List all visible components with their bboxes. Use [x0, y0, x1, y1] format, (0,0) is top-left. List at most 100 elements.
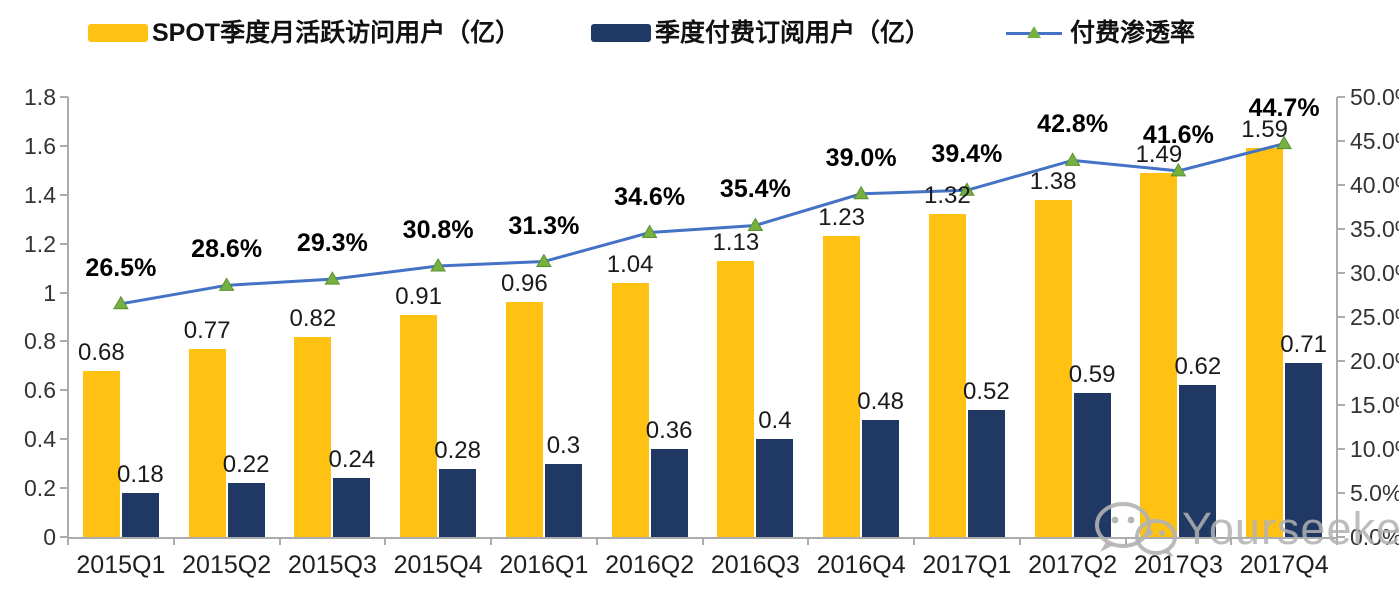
right-axis-tick-label: 0.0% [1350, 524, 1399, 550]
right-axis-tick-label: 45.0% [1350, 128, 1399, 154]
right-axis-tick-label: 15.0% [1350, 392, 1399, 418]
mau-bar [505, 302, 543, 537]
right-axis-tick-label: 50.0% [1350, 84, 1399, 110]
left-axis-tick [60, 96, 68, 98]
subscribers-value-label: 0.22 [222, 451, 270, 479]
subscribers-value-label: 0.28 [434, 436, 481, 464]
x-axis-category-label: 2016Q3 [710, 551, 800, 579]
subscribers-bar [544, 463, 582, 537]
left-axis-tick-label: 1.4 [24, 181, 56, 208]
left-axis-tick [60, 536, 68, 538]
subscribers-bar [650, 449, 688, 537]
left-axis-tick-label: 0.6 [24, 377, 56, 404]
mau-bar [294, 336, 332, 537]
subscribers-legend-label: 季度付费订阅用户（亿） [655, 19, 931, 47]
penetration-value-label: 39.0% [825, 143, 897, 172]
left-axis-tick [60, 144, 68, 147]
penetration-value-label: 26.5% [85, 253, 157, 282]
mau-value-label: 1.38 [1029, 167, 1077, 195]
mau-bar [611, 282, 649, 537]
mau-bar [823, 236, 861, 537]
triangle-marker-icon [1027, 26, 1041, 38]
mau-bar [188, 348, 226, 537]
left-axis-tick-label: 0.2 [24, 475, 56, 502]
right-axis-tick [1337, 492, 1345, 494]
subscribers-bar [756, 439, 794, 537]
x-axis-tick [1336, 538, 1338, 545]
x-axis-tick [384, 538, 387, 545]
right-axis-tick-label: 5.0% [1350, 480, 1399, 506]
right-axis-tick [1337, 404, 1345, 406]
penetration-value-label: 30.8% [402, 215, 474, 244]
mau-value-label: 0.68 [78, 338, 125, 366]
subscribers-value-label: 0.52 [963, 377, 1010, 405]
x-axis-category-label: 2015Q2 [182, 551, 272, 579]
penetration-value-label: 28.6% [191, 235, 263, 264]
left-axis-tick [60, 389, 68, 392]
right-axis-tick [1337, 228, 1345, 230]
left-axis-tick [60, 291, 68, 294]
left-axis-tick-label: 0 [43, 524, 56, 550]
mau-value-label: 0.77 [183, 316, 231, 344]
subscribers-value-label: 0.59 [1068, 360, 1116, 388]
x-axis-tick [278, 538, 281, 545]
mau-value-label: 0.96 [501, 270, 548, 298]
x-axis-tick [913, 538, 915, 545]
subscribers-value-label: 0.18 [117, 461, 164, 488]
legend-item-penetration: 付费渗透率 [1006, 18, 1195, 48]
left-axis-tick-label: 1.8 [24, 84, 56, 110]
mau-value-label: 1.13 [712, 228, 760, 256]
penetration-value-label: 42.8% [1037, 110, 1109, 139]
subscribers-value-label: 0.48 [857, 387, 904, 415]
subscribers-bar [333, 478, 371, 537]
x-axis-category-label: 2017Q1 [922, 551, 1012, 579]
subscribers-value-label: 0.24 [328, 446, 376, 474]
x-axis-tick [701, 538, 704, 545]
left-axis-tick-label: 0.4 [24, 426, 56, 453]
x-axis-category-label: 2015Q4 [393, 551, 483, 579]
x-axis-category-label: 2016Q4 [816, 551, 906, 579]
left-axis-tick-label: 1.2 [24, 230, 56, 257]
subscribers-bar [1179, 385, 1217, 537]
penetration-value-label: 44.7% [1248, 93, 1320, 122]
legend-item-subscribers: 季度付费订阅用户（亿） [591, 18, 930, 48]
x-axis-category-label: 2016Q2 [605, 551, 695, 579]
left-axis-tick [60, 340, 68, 343]
right-axis-tick [1337, 96, 1345, 98]
left-axis-line [67, 97, 69, 538]
legend-item-mau: SPOT季度月活跃访问用户（亿） [88, 18, 520, 48]
left-axis-tick [60, 193, 68, 196]
mau-legend-swatch [88, 24, 148, 42]
subscribers-bar [967, 409, 1005, 537]
mau-legend-label: SPOT季度月活跃访问用户（亿） [152, 19, 521, 47]
left-axis-tick-label: 1.6 [24, 132, 56, 159]
x-axis-tick [1018, 538, 1021, 545]
subscribers-bar [1073, 392, 1111, 537]
x-axis-category-label: 2017Q2 [1028, 551, 1118, 579]
right-axis-tick-label: 35.0% [1350, 216, 1399, 242]
x-axis-tick [172, 538, 175, 545]
left-axis-tick [60, 242, 68, 245]
right-axis-tick-label: 10.0% [1350, 436, 1399, 462]
left-axis-tick-label: 1 [43, 279, 56, 306]
subscribers-value-label: 0.3 [546, 431, 581, 459]
left-axis-tick [60, 438, 68, 441]
x-axis-tick [490, 538, 492, 545]
mau-bar [717, 260, 755, 537]
x-axis-tick [67, 538, 69, 545]
x-axis-category-label: 2015Q1 [76, 551, 166, 579]
x-axis-category-label: 2015Q3 [287, 551, 377, 579]
right-axis-tick [1337, 184, 1345, 186]
subscribers-bar [1285, 363, 1323, 537]
subscribers-value-label: 0.4 [758, 407, 792, 435]
mau-bar [928, 214, 966, 537]
subscribers-value-label: 0.62 [1174, 353, 1222, 381]
penetration-value-label: 31.3% [508, 211, 580, 240]
mau-value-label: 0.91 [395, 282, 442, 310]
mau-bar [82, 370, 120, 537]
mau-value-label: 1.32 [924, 182, 971, 210]
subscribers-bar [121, 493, 159, 537]
right-axis-tick [1337, 140, 1345, 142]
